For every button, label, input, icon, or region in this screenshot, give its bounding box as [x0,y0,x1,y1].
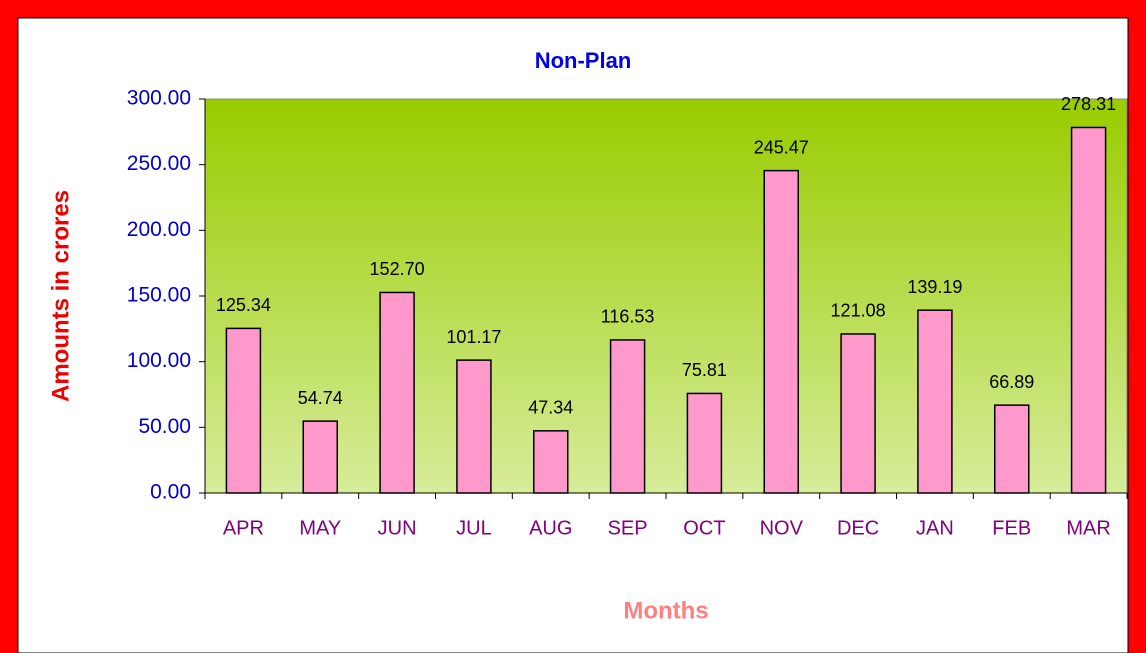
y-tick-label: 150.00 [127,284,191,307]
bar [225,327,262,494]
y-tick-label: 250.00 [127,152,191,175]
x-tick-label: JAN [916,517,954,539]
data-label: 139.19 [907,277,962,297]
x-tick-label: DEC [837,517,879,539]
x-tick-label: MAR [1066,517,1110,539]
data-label: 75.81 [682,360,727,380]
data-label: 278.31 [1061,94,1116,114]
x-tick-label: AUG [529,517,572,539]
x-tick-label: NOV [760,517,804,539]
data-label: 116.53 [601,307,655,327]
x-tick-label: JUN [378,517,417,539]
data-label: 121.08 [831,301,886,321]
bar [609,339,646,494]
x-tick-label: SEP [608,517,648,539]
x-tick-label: MAY [299,517,341,539]
y-tick-label: 100.00 [127,349,191,372]
data-label: 101.17 [446,327,501,347]
x-axis-label: Months [623,597,708,624]
data-label: 245.47 [754,137,809,157]
bar [686,392,723,494]
y-tick-label: 200.00 [127,218,191,241]
data-label: 152.70 [370,259,425,279]
x-tick-label: APR [223,517,264,539]
bar [840,333,876,494]
y-tick-label: 300.00 [127,87,191,110]
x-tick-label: JUL [456,517,492,539]
x-tick-label: OCT [683,517,725,539]
bar [763,169,799,494]
bar [533,430,569,494]
data-label: 66.89 [989,372,1034,392]
bar [1070,126,1107,494]
chart-title: Non-Plan [535,48,632,73]
y-axis-label: Amounts in crores [47,190,74,402]
data-label: 125.34 [216,295,271,315]
data-label: 54.74 [298,388,343,408]
plot-area [204,98,1128,494]
bar [994,404,1030,494]
bar [917,309,953,494]
y-tick-label: 50.00 [138,415,191,438]
bar [456,359,492,494]
x-tick-label: FEB [992,517,1031,539]
y-tick-label: 0.00 [150,481,191,504]
bar [379,291,415,494]
data-label: 47.34 [528,398,573,418]
bar [302,420,338,494]
